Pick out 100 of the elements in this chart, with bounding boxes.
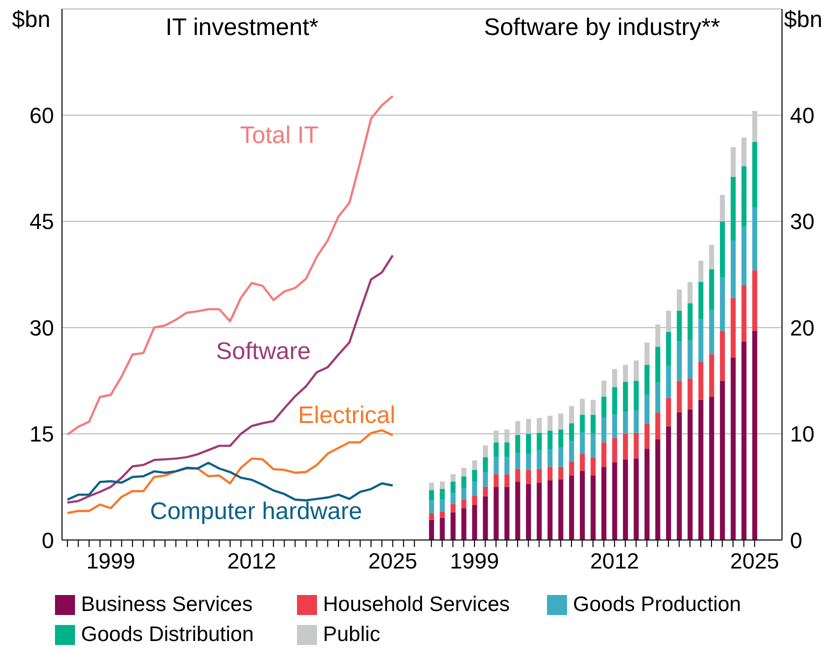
bar <box>741 226 746 286</box>
bar <box>429 490 434 501</box>
bar <box>612 438 618 462</box>
chart-title: IT investment* <box>164 14 320 42</box>
bar <box>450 482 456 494</box>
series-label: Electrical <box>298 402 396 430</box>
bar <box>461 488 466 500</box>
bar <box>450 504 456 512</box>
bar <box>676 341 682 381</box>
bar <box>720 380 725 540</box>
bar <box>698 400 704 540</box>
bar <box>429 482 434 490</box>
bar <box>569 461 574 476</box>
bar <box>440 511 445 518</box>
bar <box>644 394 650 424</box>
legend-label: Household Services <box>322 593 511 617</box>
bar <box>709 396 714 540</box>
bar <box>472 495 478 505</box>
x-tick-label: 1999 <box>86 548 136 574</box>
bar <box>536 418 542 433</box>
bar <box>590 457 596 476</box>
bar <box>580 414 585 433</box>
bar <box>622 364 628 382</box>
bar <box>472 470 478 482</box>
x-tick-label: 2012 <box>590 548 640 574</box>
bar <box>622 412 628 434</box>
bar <box>601 442 606 467</box>
bar <box>655 439 660 540</box>
bar <box>676 289 682 311</box>
bar <box>698 282 704 320</box>
bar <box>548 466 553 481</box>
bar <box>730 240 736 298</box>
bar <box>698 319 704 362</box>
bar <box>515 452 520 469</box>
bar <box>590 400 596 415</box>
bar <box>515 468 520 482</box>
bar <box>482 472 488 487</box>
bar <box>504 430 510 442</box>
bar <box>504 486 510 540</box>
bar <box>601 380 606 397</box>
bar <box>644 364 650 395</box>
bar <box>472 460 478 470</box>
x-tick-label: 2025 <box>730 548 780 574</box>
bar <box>450 493 456 504</box>
bar <box>634 458 639 540</box>
bar <box>580 470 585 540</box>
y-tick-label: 30 <box>30 315 54 340</box>
bar <box>580 432 585 454</box>
bar <box>752 270 758 331</box>
bar <box>536 432 542 451</box>
bar <box>622 459 628 540</box>
bar <box>676 380 682 413</box>
series-label: Total IT <box>240 122 319 150</box>
bar <box>698 362 704 400</box>
bar <box>482 445 488 458</box>
bar <box>752 330 758 540</box>
bar <box>634 360 639 381</box>
bar <box>440 500 445 512</box>
bar <box>482 496 488 540</box>
bar <box>688 303 693 340</box>
bar <box>644 342 650 365</box>
bar <box>741 138 746 166</box>
line-series <box>66 94 394 436</box>
y-axis-title: $bn <box>784 6 822 33</box>
bar <box>612 414 618 438</box>
bar <box>515 434 520 453</box>
bar <box>698 260 704 282</box>
bar <box>612 369 618 388</box>
bar <box>720 194 725 222</box>
bar <box>450 512 456 540</box>
y-tick-label: 10 <box>790 422 814 447</box>
bar <box>440 489 445 500</box>
bar <box>601 418 606 442</box>
bar <box>494 457 499 474</box>
bar <box>569 441 574 462</box>
bar <box>494 430 499 442</box>
bar <box>634 432 639 458</box>
bar <box>666 332 672 366</box>
bar <box>504 474 510 487</box>
y-axis-title: $bn <box>12 6 50 33</box>
bar <box>752 110 758 142</box>
y-tick-label: 40 <box>790 103 814 128</box>
bar <box>666 426 672 540</box>
bar <box>688 340 693 379</box>
bar <box>461 468 466 476</box>
bar <box>461 500 466 508</box>
bar <box>612 462 618 540</box>
legend-label: Public <box>322 623 382 647</box>
bar <box>526 418 531 434</box>
bar <box>580 454 585 471</box>
bar <box>666 310 672 332</box>
x-tick-label: 2025 <box>368 548 418 574</box>
bar <box>472 482 478 496</box>
bar <box>536 450 542 469</box>
bar <box>526 470 531 484</box>
bar <box>634 380 639 410</box>
y-tick-label: 45 <box>30 209 54 234</box>
bar <box>536 468 542 483</box>
bar <box>741 166 746 227</box>
bar <box>494 442 499 458</box>
